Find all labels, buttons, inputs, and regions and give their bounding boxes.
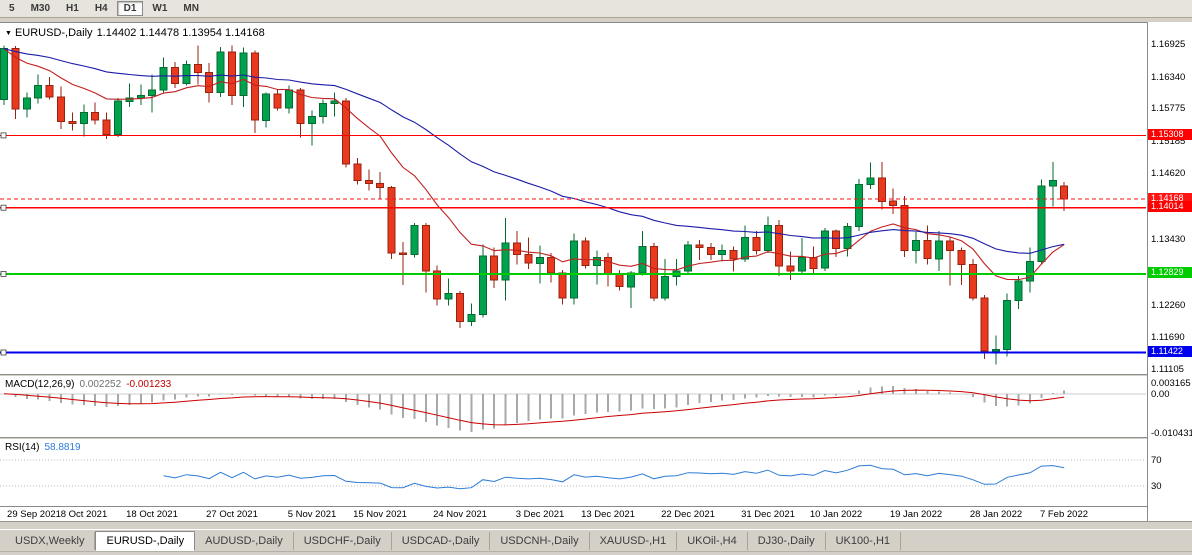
timeframe-toolbar: 5 M30 H1 H4 D1 W1 MN xyxy=(0,0,1192,18)
chart-marker-icon: ▼ xyxy=(5,30,12,37)
price-axis[interactable]: 1.16925 1.16340 1.15775 1.15185 1.14620 1.134… xyxy=(1147,22,1192,521)
price-chart-panel: ▼ EURUSD-,Daily 1.14402 1.14478 1.13954 1.… xyxy=(0,22,1147,374)
chart-tab-bar: USDX,Weekly EURUSD-,Daily AUDUSD-,Daily USD… xyxy=(0,529,1192,551)
time-axis-label: 18 Oct 2021 xyxy=(126,509,178,520)
macd-readout: MACD(12,26,9) 0.002252 -0.001233 xyxy=(5,379,176,390)
rsi-readout: RSI(14) 58.8819 xyxy=(5,442,86,453)
chart-tab-dj30-daily[interactable]: DJ30-,Daily xyxy=(748,531,826,550)
price-axis-label: 1.15185 xyxy=(1151,136,1186,147)
time-axis[interactable]: 29 Sep 2021 8 Oct 2021 18 Oct 2021 27 Oct 2… xyxy=(0,506,1147,521)
chart-tab-usdcnh-daily[interactable]: USDCNH-,Daily xyxy=(490,531,590,550)
time-axis-label: 7 Feb 2022 xyxy=(1039,509,1089,520)
ohlc-readout: 1.14402 1.14478 1.13954 1.14168 xyxy=(96,27,265,39)
time-axis-label: 27 Oct 2021 xyxy=(206,509,258,520)
timeframe-button-d1[interactable]: D1 xyxy=(116,1,144,16)
chart-tab-eurusd-daily[interactable]: EURUSD-,Daily xyxy=(95,530,196,551)
time-axis-label: 8 Oct 2021 xyxy=(60,509,108,520)
time-axis-label: 5 Nov 2021 xyxy=(287,509,337,520)
timeframe-button-h4[interactable]: H4 xyxy=(94,3,108,14)
time-axis-label: 29 Sep 2021 xyxy=(7,509,61,520)
chart-tab-xauusd-h1[interactable]: XAUUSD-,H1 xyxy=(590,531,678,550)
price-level-badge: 1.14168 xyxy=(1148,193,1192,204)
price-chart-canvas[interactable] xyxy=(0,23,1146,375)
chart-tab-usdchf-daily[interactable]: USDCHF-,Daily xyxy=(294,531,392,550)
macd-axis-label: -0.010431 xyxy=(1151,428,1192,439)
time-axis-label: 19 Jan 2022 xyxy=(889,509,943,520)
rsi-axis-label: 30 xyxy=(1151,481,1162,492)
macd-axis-label: 0.003165 xyxy=(1151,378,1191,389)
rsi-label: RSI(14) xyxy=(5,442,40,453)
panel-splitter[interactable] xyxy=(0,374,1192,377)
macd-canvas[interactable] xyxy=(0,377,1146,437)
timeframe-button-mn[interactable]: MN xyxy=(183,3,199,14)
macd-main-value: 0.002252 xyxy=(79,379,122,390)
timeframe-button-h1[interactable]: H1 xyxy=(66,3,79,14)
chart-title: ▼ EURUSD-,Daily 1.14402 1.14478 1.13954 1.… xyxy=(5,27,269,39)
time-axis-label: 28 Jan 2022 xyxy=(969,509,1023,520)
time-axis-label: 24 Nov 2021 xyxy=(433,509,487,520)
price-level-badge: 1.11422 xyxy=(1148,346,1192,357)
price-axis-label: 1.15775 xyxy=(1151,103,1186,114)
timeframe-button-w1[interactable]: W1 xyxy=(152,3,168,14)
chart-tab-usdcad-daily[interactable]: USDCAD-,Daily xyxy=(392,531,491,550)
macd-panel: MACD(12,26,9) 0.002252 -0.001233 xyxy=(0,377,1147,437)
time-axis-label: 31 Dec 2021 xyxy=(741,509,795,520)
timeframe-button-5[interactable]: 5 xyxy=(9,3,15,14)
price-axis-label: 1.12260 xyxy=(1151,300,1186,311)
macd-axis-label: 0.00 xyxy=(1151,389,1170,400)
macd-label: MACD(12,26,9) xyxy=(5,379,75,390)
rsi-axis-label: 70 xyxy=(1151,455,1162,466)
chart-tab-ukoil-h4[interactable]: UKOil-,H4 xyxy=(677,531,748,550)
macd-signal-value: -0.001233 xyxy=(126,379,172,390)
chart-tab-uk100-h1[interactable]: UK100-,H1 xyxy=(826,531,902,550)
rsi-panel: RSI(14) 58.8819 xyxy=(0,440,1147,506)
chart-tab-audusd-daily[interactable]: AUDUSD-,Daily xyxy=(195,531,294,550)
chart-tab-usdx-weekly[interactable]: USDX,Weekly xyxy=(5,531,96,550)
time-axis-label: 10 Jan 2022 xyxy=(809,509,863,520)
horizontal-scrollbar[interactable] xyxy=(0,521,1192,529)
rsi-value: 58.8819 xyxy=(44,442,81,453)
price-level-badge: 1.14014 xyxy=(1148,201,1192,212)
time-axis-label: 22 Dec 2021 xyxy=(661,509,715,520)
price-axis-label: 1.16925 xyxy=(1151,39,1186,50)
panel-splitter[interactable] xyxy=(0,437,1192,440)
chart-symbol-period: EURUSD-,Daily xyxy=(14,27,93,39)
price-axis-label: 1.16340 xyxy=(1151,72,1186,83)
price-axis-label: 1.14620 xyxy=(1151,168,1186,179)
price-axis-label: 1.11690 xyxy=(1151,332,1185,343)
price-level-badge: 1.15308 xyxy=(1148,129,1192,140)
time-axis-label: 3 Dec 2021 xyxy=(515,509,565,520)
price-axis-label: 1.11105 xyxy=(1151,364,1184,375)
rsi-canvas[interactable] xyxy=(0,440,1146,506)
price-axis-label: 1.13430 xyxy=(1151,234,1186,245)
window-bottom-edge xyxy=(0,551,1192,555)
timeframe-button-m30[interactable]: M30 xyxy=(30,3,51,14)
time-axis-label: 15 Nov 2021 xyxy=(353,509,407,520)
time-axis-label: 13 Dec 2021 xyxy=(581,509,635,520)
price-level-badge: 1.12829 xyxy=(1148,267,1192,278)
